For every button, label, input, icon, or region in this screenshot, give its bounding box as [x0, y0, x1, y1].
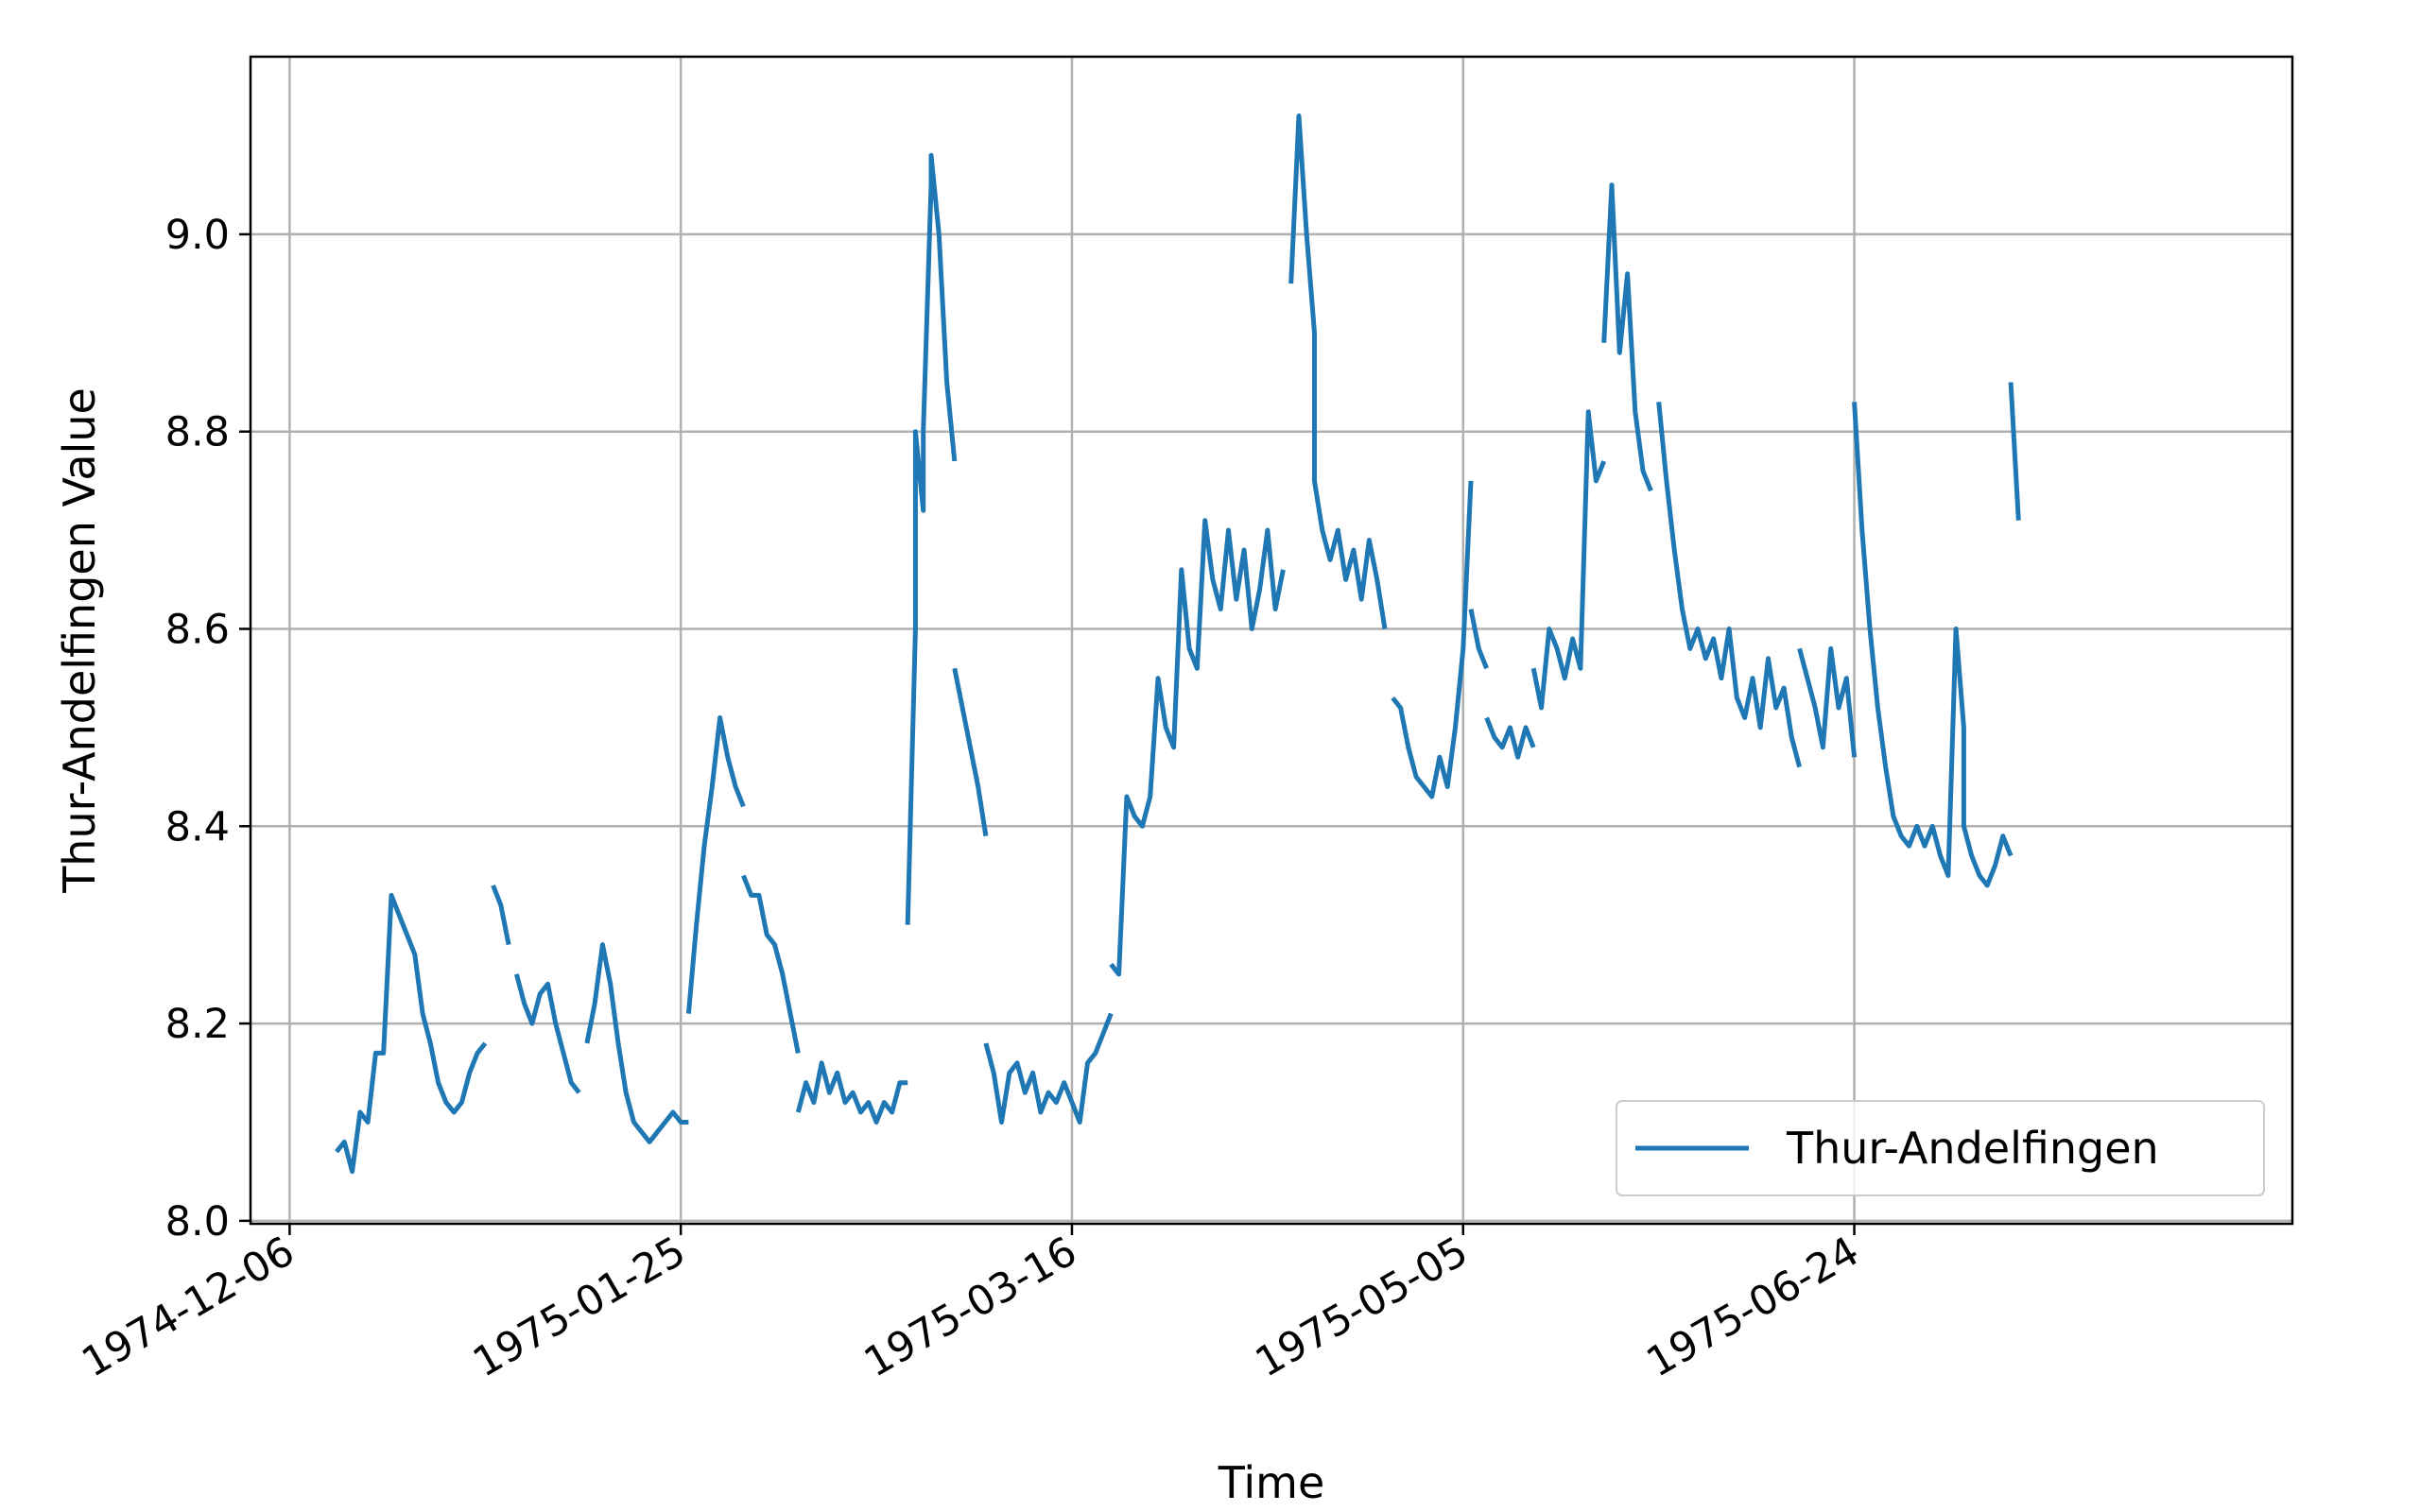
series-line-segment	[584, 942, 689, 1144]
y-tick-label: 8.0	[165, 1198, 230, 1246]
series-line-segment	[1109, 518, 1286, 977]
legend: Thur-Andelfingen	[1616, 1100, 2265, 1196]
series-line-segment	[905, 152, 958, 925]
series-line-segment	[1391, 480, 1474, 799]
series-line-segment	[983, 1012, 1114, 1125]
y-tick-label: 9.0	[165, 212, 230, 259]
legend-box	[1616, 1100, 2265, 1196]
series-line-segment	[741, 874, 801, 1054]
series-line-segment	[335, 892, 488, 1175]
y-tick-label: 8.4	[165, 803, 230, 850]
series-line-segment	[513, 973, 581, 1094]
series-line-segment	[1601, 182, 1653, 492]
x-axis-title: Time	[1218, 1457, 1325, 1508]
plot-frame	[249, 55, 2294, 1226]
y-tick-label: 8.6	[165, 606, 230, 653]
series-line-segment	[1852, 402, 2014, 888]
series-line-segment	[1530, 409, 1607, 711]
series-line-segment	[1288, 113, 1388, 629]
series-line-segment	[1484, 716, 1536, 760]
series-line-segment	[1468, 609, 1489, 670]
y-tick-label: 8.2	[165, 1001, 230, 1048]
series-line-segment	[795, 1060, 908, 1125]
series-line-segment	[685, 715, 746, 1014]
series-line-segment	[1797, 645, 1858, 758]
legend-label: Thur-Andelfingen	[1786, 1123, 2159, 1174]
series-line-segment	[2008, 382, 2021, 521]
y-axis-title: Thur-Andelfingen Value	[54, 387, 105, 894]
series-layer	[335, 113, 2021, 1175]
series-line-segment	[491, 884, 511, 946]
series-line-segment	[952, 667, 989, 837]
series-line-segment	[1656, 402, 1803, 768]
y-tick-label: 8.8	[165, 409, 230, 456]
